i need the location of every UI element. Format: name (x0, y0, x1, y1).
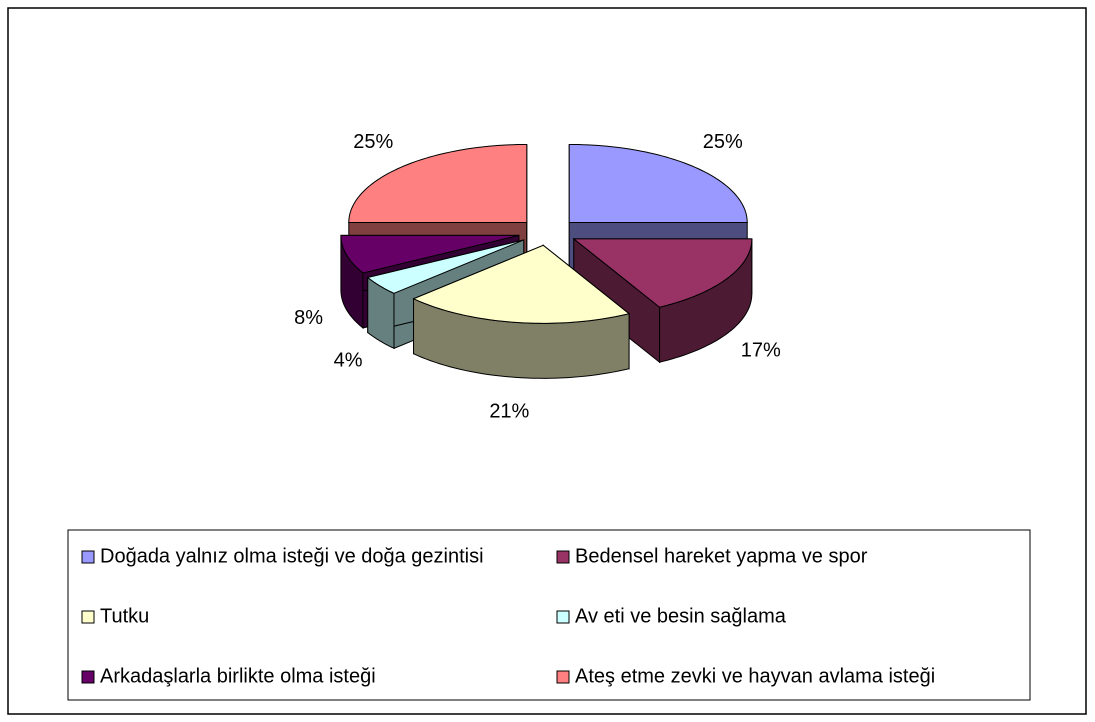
slice (348, 143, 528, 223)
slice-group (572, 237, 753, 364)
slice (366, 239, 524, 294)
legend-swatch (556, 610, 570, 624)
slice (568, 143, 748, 223)
legend-swatch (556, 550, 570, 564)
legend-label: Arkadaşlarla birlikte olma isteği (100, 665, 376, 687)
legend-label: Ateş etme zevki ve hayvan avlama isteği (575, 665, 935, 687)
data-label: 8% (294, 307, 323, 329)
legend-swatch (81, 610, 95, 624)
data-label: 21% (489, 400, 529, 422)
legend-swatch (556, 670, 570, 684)
legend-box (67, 529, 1031, 701)
legend-label: Bedensel hareket yapma ve spor (575, 545, 868, 567)
data-label: 25% (703, 131, 743, 153)
slice (340, 234, 520, 274)
data-label: 4% (334, 350, 363, 372)
legend-label: Av eti ve besin sağlama (575, 605, 787, 627)
legend-label: Doğada yalnız olma isteği ve doğa gezint… (100, 545, 484, 567)
data-label: 17% (741, 340, 781, 362)
slice-group (412, 244, 631, 379)
slice (412, 244, 631, 324)
legend-swatch (81, 550, 95, 564)
data-label: 25% (353, 131, 393, 153)
slice (572, 238, 753, 308)
legend-swatch (81, 670, 95, 684)
legend-label: Tutku (100, 605, 149, 627)
